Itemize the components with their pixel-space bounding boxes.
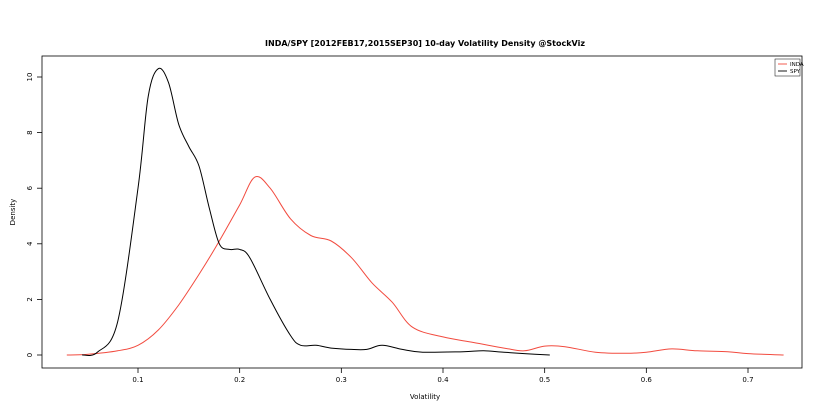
x-tick-label: 0.1 — [132, 376, 143, 384]
legend-label-inda: INDA — [790, 62, 804, 68]
y-axis-label: Density — [9, 199, 17, 226]
x-tick-label: 0.5 — [539, 376, 550, 384]
x-tick-label: 0.3 — [336, 376, 347, 384]
legend-label-spy: SPY — [790, 69, 801, 75]
x-axis: 0.1 0.2 0.3 0.4 0.5 0.6 0.7 — [132, 368, 754, 384]
y-tick-label: 8 — [26, 130, 34, 134]
y-tick-label: 2 — [26, 297, 34, 301]
x-tick-label: 0.2 — [234, 376, 245, 384]
legend-box — [774, 58, 801, 77]
x-tick-label: 0.6 — [641, 376, 653, 384]
y-tick-label: 10 — [26, 73, 34, 82]
plot-frame — [41, 55, 803, 369]
series-line-inda — [66, 175, 784, 356]
y-tick-label: 6 — [26, 185, 34, 190]
y-tick-label: 0 — [26, 353, 34, 357]
x-tick-label: 0.4 — [437, 376, 449, 384]
chart-title: INDA/SPY [2012FEB17,2015SEP30] 10-day Vo… — [265, 39, 585, 48]
x-axis-label: Volatility — [410, 393, 440, 401]
x-tick-label: 0.7 — [742, 376, 753, 384]
series-layer — [66, 67, 784, 357]
series-line-spy — [82, 67, 550, 357]
y-axis: 0 2 4 6 8 10 — [26, 73, 42, 357]
y-tick-label: 4 — [26, 241, 34, 246]
